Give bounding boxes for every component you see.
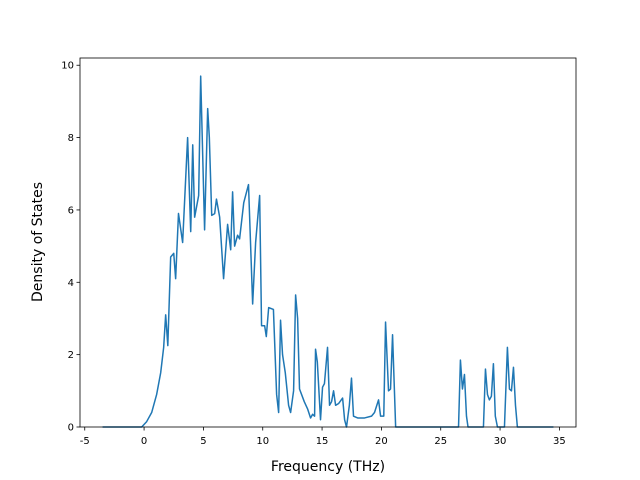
x-tick-label: 20	[375, 436, 388, 447]
x-tick-label: 5	[200, 436, 206, 447]
x-axis-label: Frequency (THz)	[271, 459, 385, 475]
line	[102, 75, 554, 428]
x-tick-label: 10	[256, 436, 269, 447]
y-tick-label: 4	[68, 278, 74, 289]
plot-frame	[79, 57, 577, 428]
y-tick-label: 8	[68, 133, 74, 144]
x-tick-label: 15	[316, 436, 329, 447]
x-tick-label: 35	[553, 436, 566, 447]
y-axis-label: Density of States	[30, 182, 46, 302]
y-tick-label: 6	[68, 205, 74, 216]
y-tick-label: 10	[61, 61, 74, 72]
y-tick-label: 0	[68, 423, 74, 434]
x-tick-label: 30	[494, 436, 507, 447]
x-tick-label: 0	[141, 436, 147, 447]
x-tick-label: -5	[80, 436, 90, 447]
x-tick-label: 25	[434, 436, 447, 447]
y-tick-label: 2	[68, 350, 74, 361]
